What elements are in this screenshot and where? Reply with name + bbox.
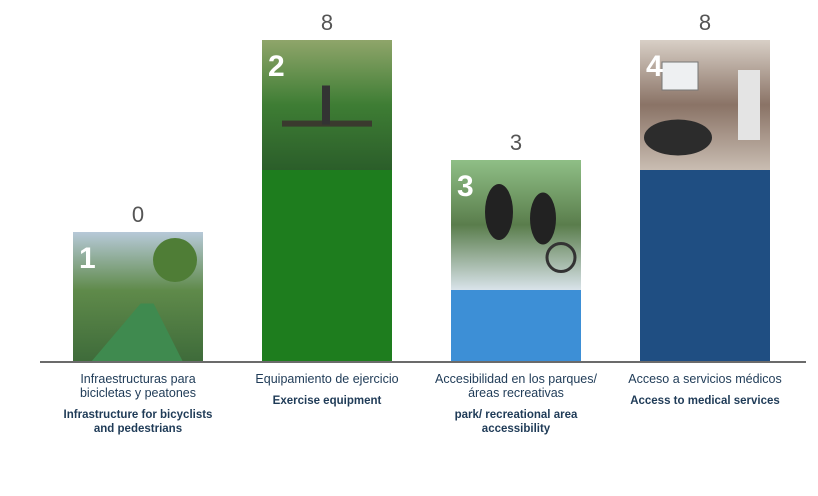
patient-shape xyxy=(644,119,712,156)
wheelchair-park-photo-icon xyxy=(451,160,581,290)
category-label: Acceso a servicios médicos Access to medi… xyxy=(620,372,790,408)
bar-number-label: 1 xyxy=(79,242,96,275)
gym-post-shape xyxy=(322,85,330,125)
category-label-en: Access to medical services xyxy=(630,395,780,407)
value-label: 3 xyxy=(510,130,522,155)
category-label-en: Exercise equipment xyxy=(272,395,382,407)
monitor-shape xyxy=(661,61,699,91)
bar-number-label: 4 xyxy=(646,50,663,83)
bar-number-label: 3 xyxy=(457,170,474,203)
category-label: Equipamiento de ejercicio Exercise equipm… xyxy=(242,372,412,408)
bar xyxy=(640,170,770,362)
equipment-shape xyxy=(530,192,556,245)
category-label-en: park/ recreational area accessibility xyxy=(454,409,578,435)
palm-tree-shape xyxy=(153,238,197,282)
outdoor-gym-photo-icon xyxy=(262,40,392,170)
category-label-es: Acceso a servicios médicos xyxy=(628,372,782,386)
value-label: 8 xyxy=(321,10,333,35)
bar xyxy=(451,290,581,362)
clinic-photo-icon xyxy=(640,40,770,170)
category-label-es: Equipamiento de ejercicio xyxy=(255,372,399,386)
category-label-es: Infraestructuras para bicicletas y peato… xyxy=(79,372,197,400)
wheelchair-shape xyxy=(545,242,577,273)
value-label: 8 xyxy=(699,10,711,35)
value-label: 0 xyxy=(132,202,144,227)
category-label: Accesibilidad en los parques/áreas recre… xyxy=(431,372,601,436)
category-label-es: Accesibilidad en los parques/áreas recre… xyxy=(435,372,597,400)
bar xyxy=(262,170,392,362)
cabinet-shape xyxy=(738,70,760,140)
bike-lane-photo-icon xyxy=(73,232,203,362)
bar-number-label: 2 xyxy=(268,50,285,83)
category-label: Infraestructuras para bicicletas y peato… xyxy=(53,372,223,436)
category-label-en: Infrastructure for bicyclists and pedest… xyxy=(63,409,213,435)
photo-panel xyxy=(451,160,581,290)
equipment-shape xyxy=(485,184,513,240)
bike-lane-shape xyxy=(91,303,183,362)
